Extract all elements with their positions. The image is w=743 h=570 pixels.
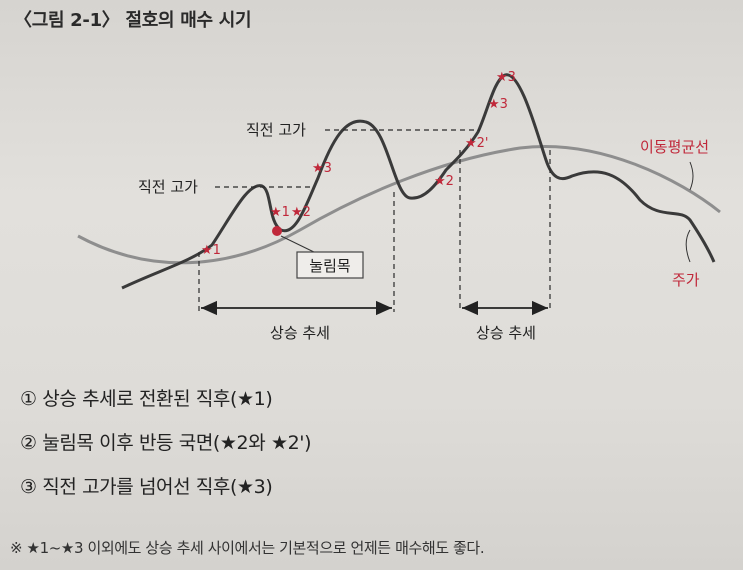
marker-star1-a: ★1	[201, 243, 221, 258]
marker-star1-b: ★1	[270, 205, 290, 220]
marker-star2-a: ★2	[291, 205, 311, 220]
stock-price-label: 주가	[672, 271, 700, 289]
figure-title: 〈그림 2-1〉 절호의 매수 시기	[14, 10, 252, 31]
pullback-label: 눌림목	[309, 257, 350, 275]
note-1: ① 상승 추세로 전환된 직후(★1)	[20, 388, 273, 410]
marker-star2-prime: ★2'	[465, 136, 489, 151]
moving-average-label: 이동평균선	[640, 138, 709, 156]
marker-star3-b: ★3	[488, 97, 508, 112]
prev-high-label-2: 직전 고가	[246, 121, 306, 139]
uptrend-label-2: 상승 추세	[476, 324, 536, 342]
marker-star3-c: ★3	[496, 70, 516, 85]
note-3: ③ 직전 고가를 넘어선 직후(★3)	[20, 476, 273, 498]
marker-star2-b: ★2	[434, 174, 454, 189]
note-2: ② 눌림목 이후 반등 국면(★2와 ★2')	[20, 432, 312, 454]
stock-price-pointer	[685, 229, 691, 263]
prev-high-label-1: 직전 고가	[138, 178, 198, 196]
marker-star3-a: ★3	[312, 161, 332, 176]
footnote: ※ ★1~★3 이외에도 상승 추세 사이에서는 기본적으로 언제든 매수해도 …	[10, 539, 485, 557]
moving-average-line	[77, 145, 721, 265]
pullback-dot	[272, 226, 282, 236]
moving-average-pointer	[689, 161, 694, 191]
pullback-pointer	[280, 235, 319, 255]
uptrend-label-1: 상승 추세	[270, 324, 330, 342]
buy-timing-diagram: 눌림목 직전 고가 직전 고가 이동평균선 주가 상승 추세 상승 추세 ★1 …	[77, 70, 721, 342]
pullback-box	[296, 251, 364, 279]
